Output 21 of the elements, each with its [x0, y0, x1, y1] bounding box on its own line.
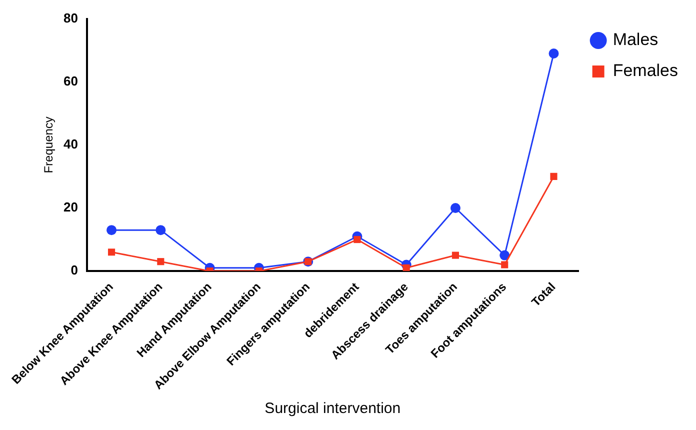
- point: [157, 258, 164, 266]
- y-tick-label: 80: [63, 10, 78, 26]
- point: [156, 225, 166, 236]
- point: [500, 250, 510, 260]
- legend-label: Males: [612, 30, 658, 50]
- point: [106, 225, 117, 236]
- y-tick-label: 40: [63, 136, 78, 152]
- x-axis-title: Surgical intervention: [264, 400, 401, 418]
- y-tick-label: 0: [70, 262, 78, 278]
- point: [354, 236, 361, 244]
- point: [550, 172, 558, 180]
- point: [452, 252, 460, 259]
- point: [108, 248, 116, 256]
- point: [501, 261, 508, 268]
- y-tick-label: 60: [63, 73, 78, 88]
- point: [450, 202, 460, 213]
- y-tick-label: 20: [63, 200, 78, 215]
- point: [548, 48, 559, 58]
- point: [402, 264, 410, 272]
- y-axis-title: Frequency: [42, 116, 56, 174]
- legend-label: Females: [612, 61, 678, 80]
